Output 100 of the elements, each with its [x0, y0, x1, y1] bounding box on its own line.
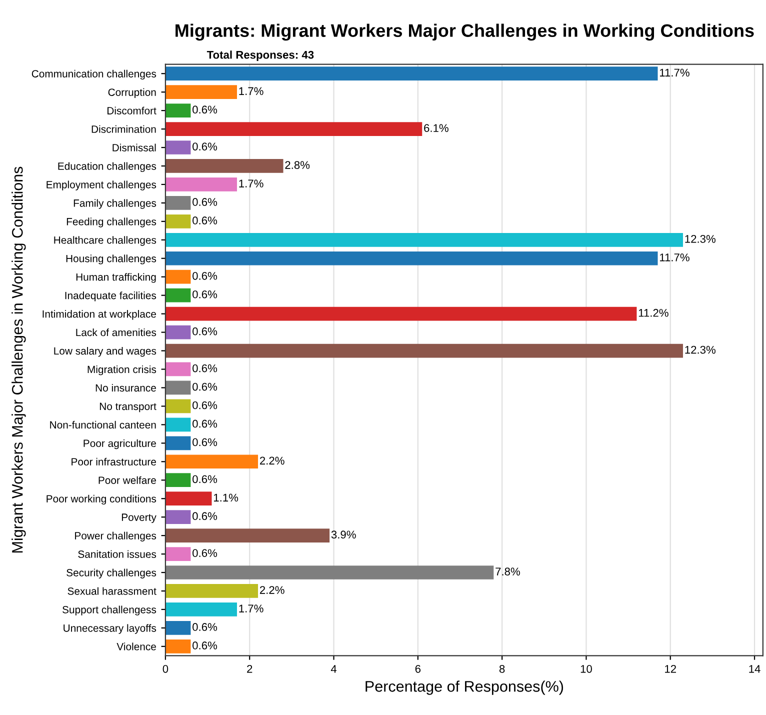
bar [165, 380, 191, 395]
data-label: 1.7% [239, 604, 264, 612]
data-label: 12.3% [685, 346, 716, 354]
bar [165, 621, 191, 635]
y-tick-label: Intimidation at workplace [42, 310, 156, 320]
y-tick-label: Discrimination [92, 125, 156, 133]
y-tick-label: Migration crisis [88, 365, 156, 376]
data-label: 0.6% [192, 216, 218, 224]
bar [165, 178, 237, 192]
data-label: 0.6% [192, 438, 218, 446]
y-tick-label: Security challenges [66, 568, 156, 578]
y-tick-label: Poor working conditions [46, 494, 156, 505]
bar [165, 306, 637, 321]
bar [165, 602, 237, 616]
data-label: 0.6% [192, 272, 218, 280]
data-label: 3.9% [331, 530, 356, 539]
x-tick-label: 0 [162, 664, 168, 673]
bar [165, 436, 191, 450]
y-tick-label: Lack of amenities [76, 328, 156, 336]
y-axis-title: Migrant Workers Major Challenges in Working Conditions [12, 166, 26, 552]
bar [165, 510, 191, 524]
x-tick-label: 10 [580, 664, 592, 673]
y-tick-label: Support challengess [62, 606, 156, 616]
x-tick-label: 6 [415, 664, 421, 673]
x-axis-title: Percentage of Responses(%) [366, 680, 564, 695]
data-label: 0.6% [192, 512, 218, 520]
x-tick-label: 12 [665, 664, 676, 673]
bar [165, 270, 191, 284]
bar [165, 362, 191, 376]
bar [165, 584, 258, 598]
y-tick-label: Employment challenges [46, 180, 156, 190]
x-tick-label: 4 [330, 665, 337, 673]
y-tick-label: Communication challenges [32, 70, 156, 80]
bar [165, 232, 683, 247]
y-tick-label: Healthcare challenges [54, 236, 156, 246]
data-label: 2.2% [260, 456, 284, 465]
data-label: 0.6% [192, 623, 218, 631]
y-tick-label: Human trafficking [76, 273, 156, 283]
data-label: 0.6% [192, 106, 218, 114]
y-tick-label: Corruption [108, 88, 156, 98]
bar [165, 85, 237, 99]
y-tick-label: Discomfort [108, 106, 156, 114]
y-tick-label: No insurance [96, 384, 156, 392]
y-tick-label: Non-functional canteen [50, 420, 156, 429]
bar [165, 288, 191, 302]
data-label: 0.6% [192, 364, 218, 372]
data-label: 2.2% [260, 586, 284, 594]
x-tick-label: 2 [247, 664, 252, 673]
y-tick-label: Feeding challenges [66, 218, 156, 228]
y-tick-label: Poor infrastructure [72, 458, 156, 466]
y-tick-label: No transport [100, 402, 156, 412]
bar [165, 66, 658, 81]
bar [165, 399, 191, 414]
data-label: 11.7% [660, 254, 690, 262]
data-label: 12.3% [685, 235, 716, 243]
x-tick-label: 8 [499, 664, 505, 673]
data-label: 0.6% [192, 382, 218, 391]
data-label: 0.6% [192, 327, 218, 336]
y-tick-label: Power challenges [75, 532, 156, 542]
bar [165, 214, 191, 228]
bar [165, 547, 191, 561]
data-label: 7.8% [496, 568, 520, 576]
data-label: 11.2% [638, 308, 668, 317]
data-label: 6.1% [424, 124, 448, 132]
data-label: 0.6% [192, 549, 218, 558]
data-label: 1.7% [239, 180, 264, 188]
y-tick-label: Unnecessary layoffs [64, 624, 156, 634]
data-label: 11.7% [660, 68, 690, 77]
bar [165, 122, 422, 136]
bar [165, 566, 494, 580]
bar [165, 639, 191, 654]
x-tick-label: 14 [749, 665, 760, 673]
y-tick-label: Sanitation issues [78, 550, 156, 558]
y-tick-label: Sexual harassment [68, 587, 156, 595]
data-label: 1.7% [239, 87, 264, 96]
data-label: 0.6% [192, 401, 218, 410]
y-tick-label: Poor welfare [98, 476, 156, 484]
bar [165, 454, 258, 469]
data-label: 0.6% [192, 290, 218, 298]
y-tick-label: Poverty [122, 514, 156, 524]
bar [165, 196, 191, 210]
y-tick-label: Inadequate facilities [65, 292, 156, 302]
y-tick-label: Housing challenges [66, 254, 156, 264]
data-label: 2.8% [285, 161, 310, 169]
y-tick-label: Family challenges [74, 199, 156, 209]
y-tick-label: Dismissal [112, 144, 156, 152]
bar [165, 325, 191, 340]
bar [165, 344, 683, 358]
bar [165, 159, 284, 173]
data-label: 0.6% [192, 475, 218, 484]
data-label: 0.6% [192, 420, 218, 428]
y-tick-label: Education challenges [58, 162, 156, 172]
chart-subtitle: Total Responses: 43 [206, 50, 314, 61]
bar [165, 418, 191, 432]
bar [165, 528, 330, 542]
bar [165, 140, 191, 154]
y-tick-label: Violence [116, 642, 156, 650]
data-label: 1.1% [214, 494, 238, 502]
data-label: 0.6% [192, 642, 218, 650]
chart-title: Migrants: Migrant Workers Major Challenges in Working Conditions [176, 24, 754, 41]
